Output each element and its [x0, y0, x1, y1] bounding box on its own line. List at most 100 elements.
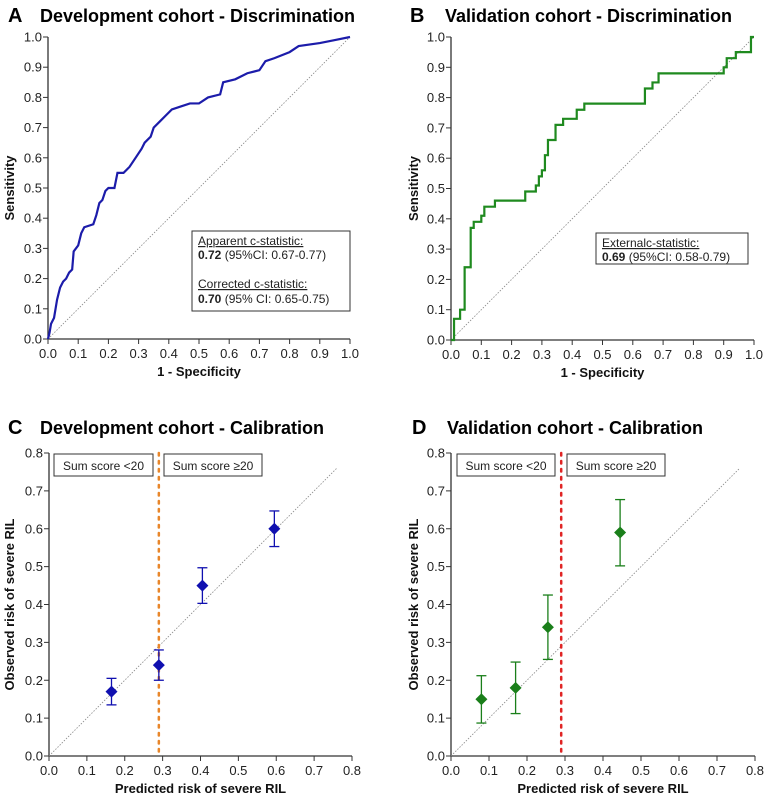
y-tick-label: 0.2 — [24, 271, 42, 286]
y-tick-label: 0.1 — [25, 711, 43, 726]
group-label-box — [456, 453, 556, 477]
annotation-box — [191, 230, 351, 312]
y-tick-label: 0.2 — [427, 673, 445, 688]
panel-B: B Validation cohort - Discrimination 0.0 0.… — [406, 5, 763, 380]
y-tick-label: 0.6 — [427, 151, 445, 166]
x-tick-label: 0.1 — [480, 763, 498, 778]
panel-C: C Development cohort - Calibration 0.0 0.1 0… — [2, 417, 361, 796]
roc-curve — [451, 35, 754, 342]
reference-diagonal — [47, 36, 351, 340]
y-tick-label: 0.5 — [427, 181, 445, 196]
x-tick-label: 0.7 — [250, 346, 268, 361]
c-statistic: 0.69 — [602, 250, 626, 264]
group-label-box — [163, 453, 263, 477]
x-tick-label: 0.6 — [670, 763, 688, 778]
x-tick-label: 0.9 — [715, 347, 733, 362]
x-tick-label: 1.0 — [341, 346, 359, 361]
x-tick-label: 0.0 — [40, 763, 58, 778]
annotation-box — [595, 232, 749, 265]
x-tick-label: 0.2 — [518, 763, 536, 778]
group-label-box — [53, 453, 154, 477]
panel-D: D Validation cohort - Calibration 0.0 0.1 0.… — [406, 417, 764, 796]
y-tick-label: 0.0 — [25, 749, 43, 764]
panel-letter: B — [410, 5, 424, 27]
x-tick-label: 0.6 — [624, 347, 642, 362]
x-tick-label: 0.5 — [229, 763, 247, 778]
x-tick-label: 0.8 — [343, 763, 361, 778]
data-point — [105, 685, 118, 698]
y-tick-label: 0.3 — [25, 635, 43, 650]
y-tick-label: 0.2 — [25, 673, 43, 688]
annotation-value: 0.70 (95% CI: 0.65-0.75) — [198, 292, 329, 306]
reference-diagonal — [450, 36, 755, 341]
data-point — [268, 522, 281, 535]
y-tick-label: 0.4 — [427, 211, 445, 226]
y-tick-label: 0.3 — [427, 635, 445, 650]
y-axis-label: Sensitivity — [2, 155, 17, 221]
y-tick-label: 0.6 — [24, 150, 42, 165]
x-tick-label: 0.0 — [442, 347, 460, 362]
y-tick-label: 0.3 — [427, 242, 445, 257]
confidence-interval: (95% CI: 0.65-0.75) — [221, 292, 329, 306]
annotation-heading: Apparent c-statistic: — [198, 234, 303, 248]
y-tick-label: 0.8 — [427, 446, 445, 461]
panel-letter: C — [8, 417, 22, 439]
y-tick-label: 0.4 — [24, 211, 42, 226]
x-tick-label: 0.0 — [39, 346, 57, 361]
y-tick-label: 0.8 — [25, 446, 43, 461]
y-axis-label: Observed risk of severe RIL — [2, 518, 17, 690]
x-tick-label: 0.4 — [191, 763, 209, 778]
y-tick-label: 0.5 — [25, 559, 43, 574]
y-tick-label: 0.3 — [24, 241, 42, 256]
x-tick-label: 0.8 — [281, 346, 299, 361]
annotation-value: 0.69 (95%CI: 0.58-0.79) — [602, 250, 730, 264]
confidence-interval: (95%CI: 0.67-0.77) — [221, 248, 326, 262]
y-tick-label: 0.1 — [427, 711, 445, 726]
group-label: Sum score ≥20 — [576, 459, 657, 473]
y-axis-label: Sensitivity — [406, 155, 421, 221]
x-tick-label: 0.2 — [503, 347, 521, 362]
c-statistic: 0.72 — [198, 248, 222, 262]
x-tick-label: 0.7 — [654, 347, 672, 362]
y-tick-label: 0.6 — [427, 521, 445, 536]
x-tick-label: 0.5 — [632, 763, 650, 778]
data-point — [152, 659, 165, 672]
y-tick-label: 0.6 — [25, 521, 43, 536]
x-tick-label: 0.4 — [160, 346, 178, 361]
x-axis-label: 1 - Specificity — [561, 365, 646, 380]
chart-title: Validation cohort - Discrimination — [445, 6, 732, 26]
x-tick-label: 0.8 — [746, 763, 764, 778]
y-tick-label: 0.2 — [427, 272, 445, 287]
annotation-heading: Corrected c-statistic: — [198, 277, 307, 291]
y-tick-label: 0.0 — [427, 749, 445, 764]
panel-letter: A — [8, 5, 22, 27]
panel-letter: D — [412, 417, 426, 439]
x-axis-label: Predicted risk of severe RIL — [517, 781, 688, 796]
confidence-interval: (95%CI: 0.58-0.79) — [625, 250, 730, 264]
x-tick-label: 0.5 — [593, 347, 611, 362]
y-tick-label: 0.9 — [427, 60, 445, 75]
group-label: Sum score ≥20 — [173, 459, 254, 473]
data-point — [196, 579, 209, 592]
x-tick-label: 0.5 — [190, 346, 208, 361]
group-label: Sum score <20 — [465, 459, 546, 473]
x-tick-label: 0.1 — [78, 763, 96, 778]
x-tick-label: 0.1 — [69, 346, 87, 361]
y-tick-label: 1.0 — [427, 30, 445, 45]
y-tick-label: 0.8 — [24, 90, 42, 105]
y-tick-label: 0.0 — [24, 332, 42, 347]
chart-title: Validation cohort - Calibration — [447, 418, 703, 438]
y-tick-label: 0.1 — [24, 301, 42, 316]
chart-title: Development cohort - Discrimination — [40, 6, 355, 26]
annotation-heading: Externalc-statistic: — [602, 236, 699, 250]
x-tick-label: 0.9 — [311, 346, 329, 361]
data-point — [614, 526, 627, 539]
x-tick-label: 0.3 — [533, 347, 551, 362]
x-axis-label: Predicted risk of severe RIL — [115, 781, 286, 796]
x-tick-label: 0.3 — [556, 763, 574, 778]
y-tick-label: 0.1 — [427, 302, 445, 317]
x-tick-label: 1.0 — [745, 347, 763, 362]
reference-diagonal — [450, 467, 741, 757]
